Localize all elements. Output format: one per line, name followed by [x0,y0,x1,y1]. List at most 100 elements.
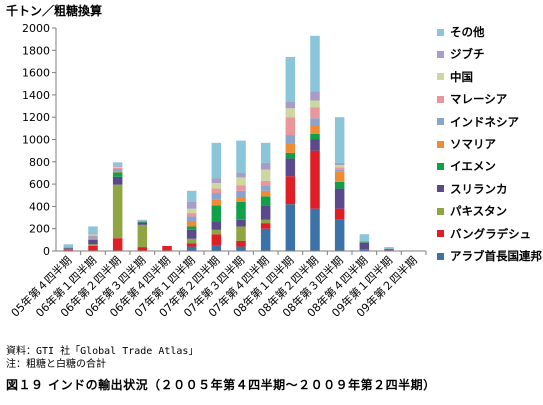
bar-segment-8-2 [112,166,123,168]
bar-segment-6-12 [359,240,370,242]
bar-segment-5-6 [211,199,222,206]
legend-label: スリランカ [450,181,508,196]
bar-segment-6-7 [236,190,246,198]
legend-label: バングラデシュ [450,226,532,241]
legend-item: イエメン [437,158,496,174]
bar-segment-9-11 [334,162,345,166]
bar-segment-4-11 [334,181,345,189]
bar-segment-2-2 [112,184,123,239]
bar-segment-6-1 [88,236,98,239]
bar-segment-5-8 [260,190,271,197]
bar-segment-0-11 [334,219,345,251]
bar-segment-7-6 [211,188,222,194]
legend-swatch [437,95,444,103]
bar-segment-10-7 [236,140,246,173]
bar-segment-6-3 [137,220,148,222]
bar-segment-1-10 [310,150,320,209]
bar-segment-8-10 [310,100,320,108]
bar-segment-4-1 [88,239,98,240]
bar-segment-5-11 [334,171,345,182]
bar-segment-3-6 [211,222,222,230]
bar-segment-10-12 [359,234,370,241]
bar-segment-5-3 [137,221,148,223]
y-axis: 0 200 400 600 800 1000 1200 1400 1600 1800 2000 [22,22,57,258]
bar-stacks [63,35,419,251]
bar-segment-4-12 [359,242,370,243]
bar-segment-3-7 [236,219,246,227]
bar-segment-1-12 [359,249,370,250]
legend-item: その他 [437,24,485,40]
y-axis-unit-label: 千トン／粗糖換算 [6,4,103,18]
legend-label: パキスタン [450,204,508,219]
source-note: 資料：GTI 社「Global Trade Atlas」 [6,346,199,357]
y-tick-label: 800 [29,156,50,169]
bar-segment-10-13 [384,247,394,250]
legend-item: インドネシア [437,114,519,130]
footnote: 注：粗糖と白糖の合計 [6,359,106,370]
bar-segment-3-5 [186,229,197,239]
bar-segment-3-11 [334,188,345,209]
bar-segment-7-1 [88,235,98,237]
bar-segment-2-3 [137,224,148,248]
bar-segment-0-9 [285,204,296,251]
bar-segment-2-1 [88,244,98,246]
bar-segment-8-11 [334,165,345,168]
y-tick-label: 0 [43,245,50,258]
bar-segment-2-5 [186,238,197,244]
bar-segment-8-8 [260,169,271,181]
legend-label: その他 [450,25,485,39]
legend-swatch [437,28,444,36]
y-tick-label: 600 [29,178,50,191]
legend-swatch [437,252,444,260]
bar-segment-3-2 [112,176,123,185]
bar-segment-10-3 [137,219,148,221]
legend-label: インドネシア [450,114,519,129]
bar-segment-2-0 [63,248,74,250]
y-tick-label: 1000 [22,134,50,147]
legend-label: イエメン [450,159,496,174]
bar-segment-4-6 [211,205,222,223]
bar-segment-9-7 [236,172,246,178]
bar-segment-7-2 [112,167,123,170]
bar-segment-4-10 [310,133,320,140]
bar-segment-1-13 [384,250,394,251]
bar-segment-8-5 [186,208,197,214]
bar-segment-7-5 [186,213,197,217]
bar-segment-4-8 [260,196,271,206]
bar-segment-8-7 [236,177,246,186]
bar-segment-7-9 [285,117,296,136]
bar-segment-1-2 [112,238,123,251]
legend-swatch [437,185,444,193]
bar-chart: 0 200 400 600 800 1000 1200 1400 1600 1800 2000 05… [8,22,427,320]
legend-item: バングラデシュ [437,226,531,242]
bar-segment-0-7 [236,246,246,251]
legend-swatch [437,207,444,215]
legend-swatch [437,140,444,148]
bar-segment-9-6 [211,178,222,183]
bar-segment-7-10 [310,107,320,119]
bar-segment-5-10 [310,125,320,134]
bar-segment-7-7 [236,185,246,191]
legend-item: ソマリア [437,136,496,152]
bar-segment-4-2 [112,172,123,177]
bar-segment-6-8 [260,185,271,191]
bar-segment-9-5 [186,201,197,209]
legend-label: 中国 [450,69,473,84]
bar-segment-3-9 [285,158,296,177]
bar-segment-5-2 [112,171,123,173]
legend-swatch [437,118,444,126]
legend-swatch [437,230,444,238]
bar-segment-1-9 [285,176,296,205]
bar-segment-3-8 [260,205,271,220]
bar-segment-1-3 [137,247,148,251]
legend-item: アラブ首長国連邦 [437,248,542,264]
legend-item: 中国 [437,69,473,85]
bar-segment-10-11 [334,117,345,163]
bar-segment-6-2 [112,169,123,172]
bar-segment-1-1 [88,245,98,251]
bar-segment-1-8 [260,223,271,229]
legend-item: マレーシア [437,91,507,107]
bar-segment-0-6 [211,245,222,251]
bar-segment-1-0 [63,249,74,251]
bar-segment-7-11 [334,167,345,170]
